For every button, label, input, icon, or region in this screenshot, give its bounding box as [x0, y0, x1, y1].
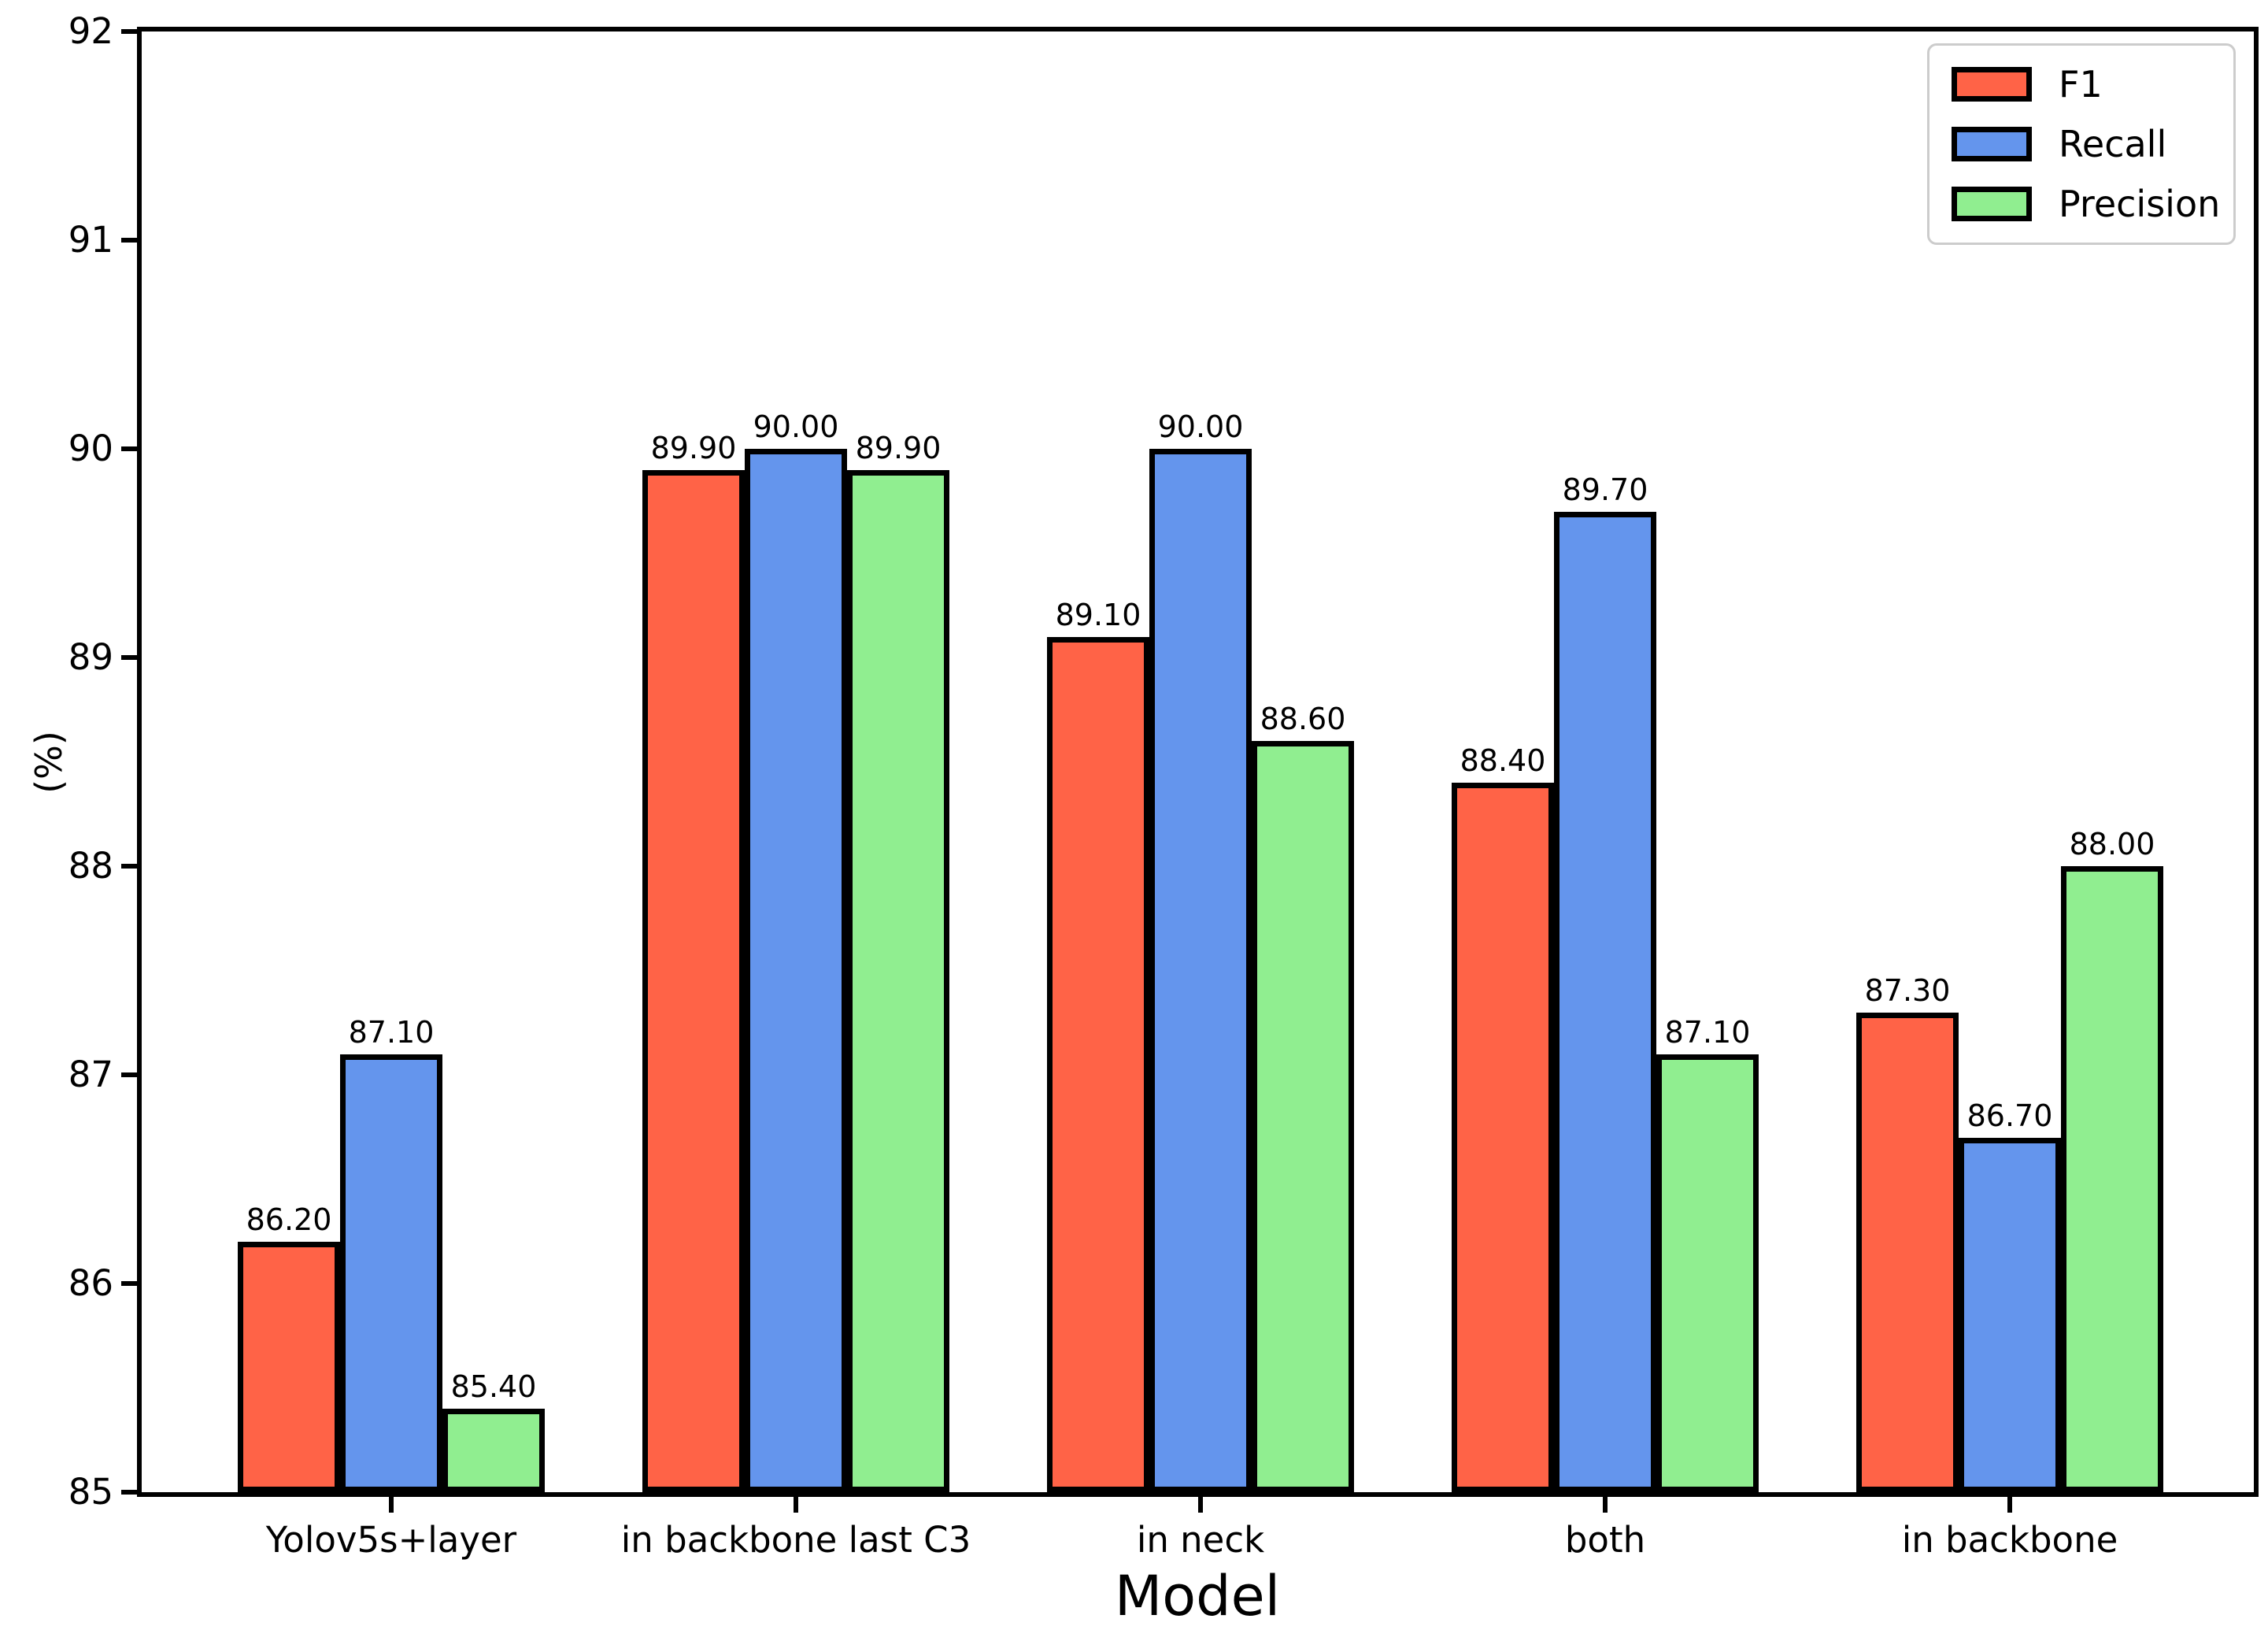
bar-precision-4 — [1656, 1054, 1759, 1492]
bar-recall-4 — [1554, 511, 1656, 1492]
legend-swatch-recall — [1952, 127, 2032, 161]
legend-item-recall: Recall — [1952, 124, 2211, 164]
y-tick-mark — [121, 1490, 137, 1495]
x-tick-label: in backbone — [1901, 1519, 2118, 1561]
bar-value-label: 89.90 — [650, 430, 737, 465]
y-tick-mark — [121, 1072, 137, 1077]
legend-label-recall: Recall — [2059, 123, 2167, 165]
bar-precision-1 — [442, 1409, 545, 1492]
y-tick-mark — [121, 446, 137, 451]
bar-value-label: 86.20 — [246, 1202, 332, 1237]
bar-value-label: 90.00 — [1157, 409, 1244, 444]
y-tick-label: 86 — [68, 1262, 113, 1304]
bar-f1-5 — [1856, 1012, 1959, 1492]
y-tick-label: 87 — [68, 1054, 113, 1095]
legend-swatch-precision — [1952, 187, 2032, 221]
legend-item-precision: Precision — [1952, 184, 2220, 224]
bar-value-label: 87.30 — [1864, 972, 1951, 1008]
bar-recall-1 — [340, 1054, 442, 1492]
y-tick-mark — [121, 29, 137, 34]
bar-precision-5 — [2061, 866, 2163, 1492]
bar-value-label: 87.10 — [1664, 1014, 1751, 1050]
x-tick-mark — [794, 1497, 798, 1513]
x-tick-label: Yolov5s+layer — [265, 1519, 517, 1561]
y-tick-label: 88 — [68, 845, 113, 887]
bar-value-label: 88.60 — [1260, 702, 1346, 736]
y-axis-label: (%) — [28, 731, 70, 794]
y-tick-mark — [121, 238, 137, 243]
y-tick-mark — [121, 655, 137, 660]
x-tick-label: in neck — [1136, 1519, 1265, 1561]
bar-recall-2 — [745, 449, 847, 1492]
x-tick-mark — [1198, 1497, 1203, 1513]
x-tick-mark — [1603, 1497, 1608, 1513]
bar-value-label: 88.00 — [2069, 827, 2155, 861]
plot-area: 85 86 87 88 89 90 91 92 Yolov5s+layer 86.20 87.10 8… — [68, 10, 2259, 1561]
bar-f1-3 — [1047, 636, 1149, 1492]
bar-value-label: 89.90 — [855, 430, 942, 465]
y-tick-label: 91 — [68, 219, 113, 261]
bar-recall-3 — [1149, 449, 1252, 1492]
x-tick-label: both — [1564, 1519, 1646, 1561]
y-tick-label: 89 — [68, 636, 113, 678]
x-tick-mark — [389, 1497, 394, 1513]
bar-value-label: 89.70 — [1562, 472, 1648, 507]
y-tick-mark — [121, 864, 137, 869]
bar-f1-2 — [642, 469, 745, 1492]
x-tick-mark — [2007, 1497, 2012, 1513]
bar-recall-5 — [1959, 1137, 2061, 1492]
x-tick-label: in backbone last C3 — [620, 1519, 971, 1561]
bar-f1-4 — [1452, 783, 1554, 1492]
bar-f1-1 — [238, 1242, 340, 1492]
bar-value-label: 87.10 — [348, 1014, 435, 1050]
legend-swatch-f1 — [1952, 67, 2032, 102]
bar-value-label: 88.40 — [1460, 743, 1546, 778]
bar-precision-3 — [1252, 741, 1354, 1492]
y-tick-label: 92 — [68, 10, 113, 52]
bar-value-label: 90.00 — [753, 409, 839, 444]
y-tick-label: 90 — [68, 428, 113, 469]
y-tick-label: 85 — [68, 1471, 113, 1513]
legend-item-f1: F1 — [1952, 65, 2211, 104]
y-tick-mark — [121, 1281, 137, 1286]
bar-value-label: 85.40 — [450, 1369, 537, 1404]
bar-precision-2 — [847, 469, 949, 1492]
legend-label-precision: Precision — [2059, 183, 2221, 225]
legend: F1 Recall Precision — [1927, 43, 2236, 245]
x-axis-label: Model — [1114, 1564, 1281, 1628]
legend-label-f1: F1 — [2059, 63, 2103, 106]
bar-value-label: 86.70 — [1966, 1098, 2053, 1133]
bar-value-label: 89.10 — [1055, 597, 1141, 632]
